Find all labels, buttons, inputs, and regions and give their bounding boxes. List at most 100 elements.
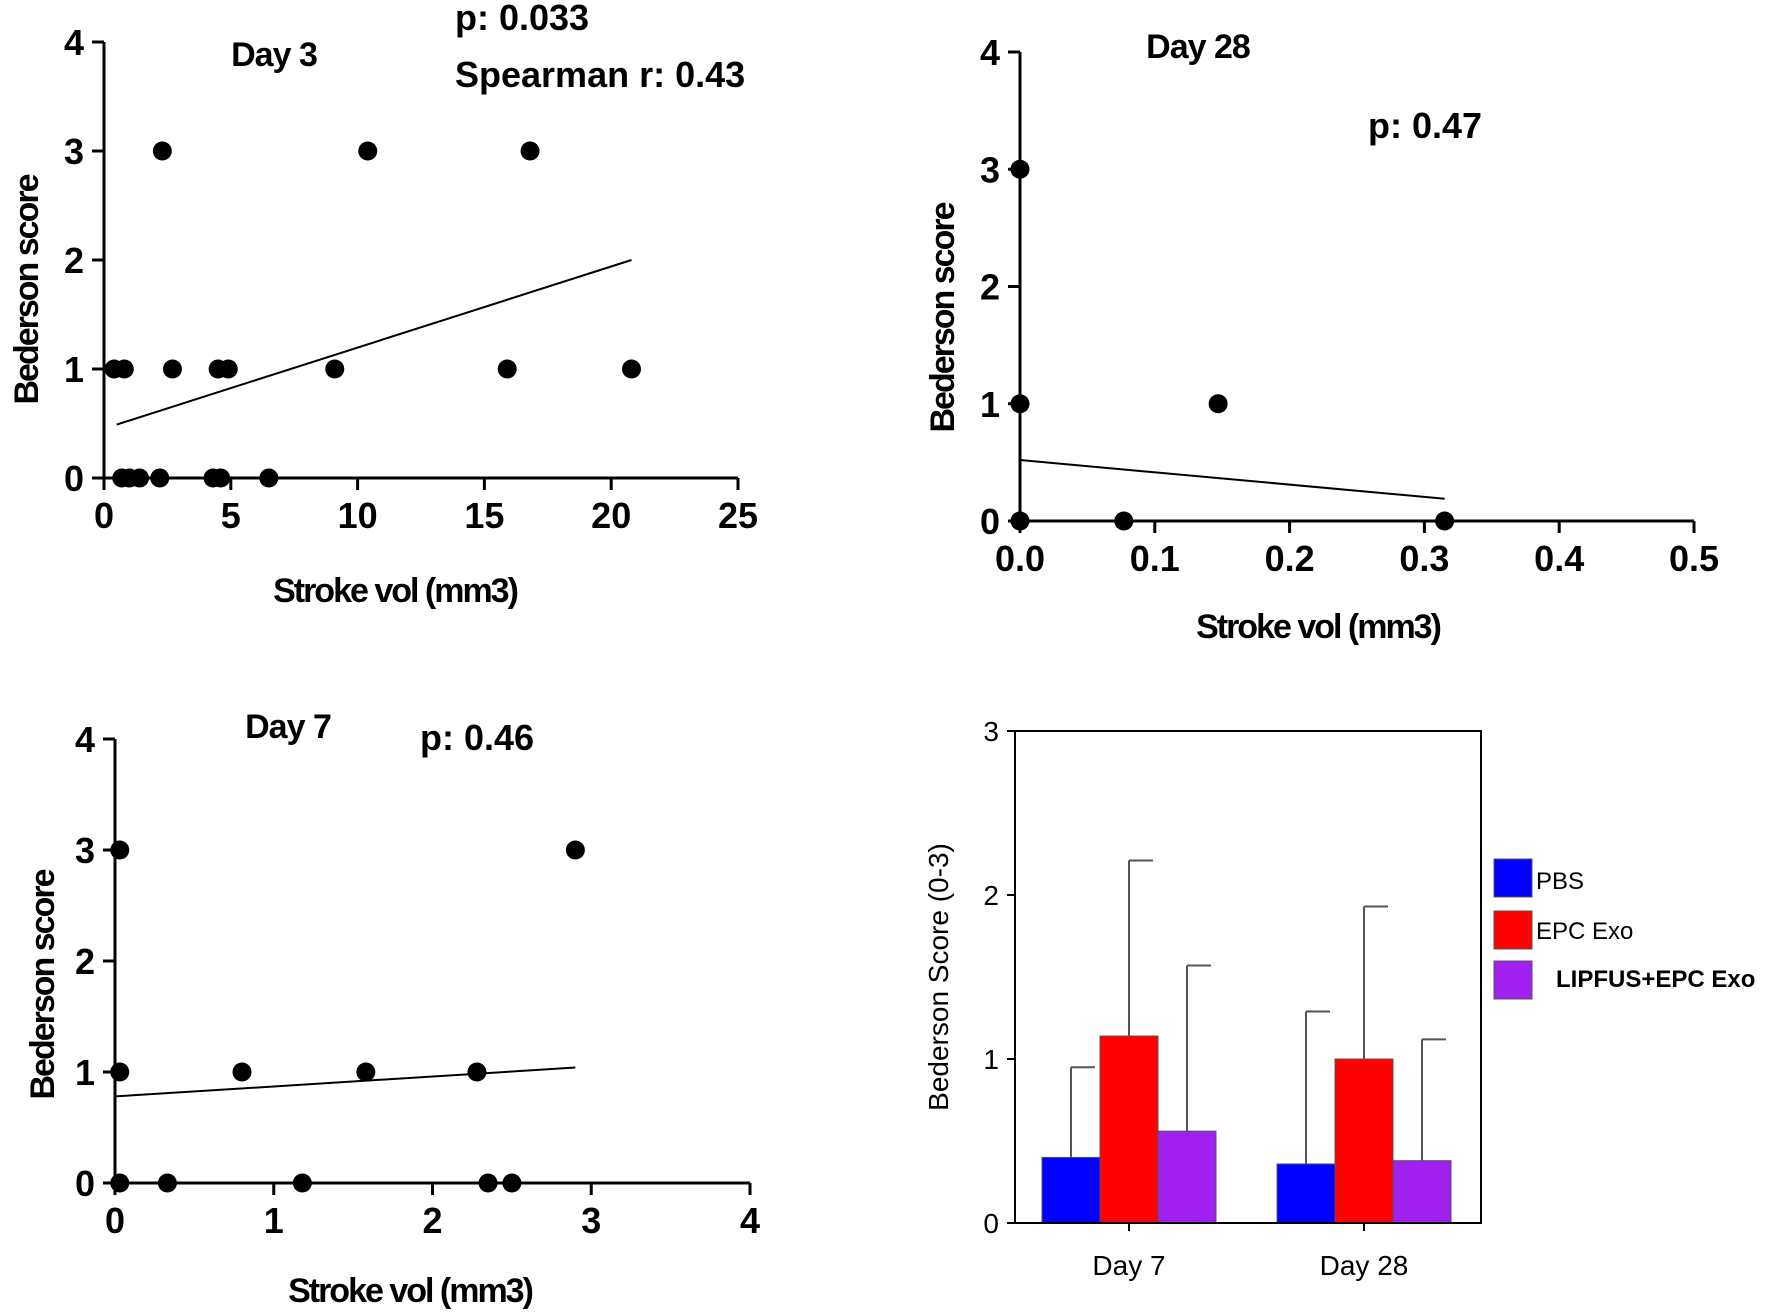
panel-summary: 0 1 2 3 Day 7 Day 28 Bederson Score (0-3) PB… xyxy=(923,716,1755,1281)
day7-x-title: Stroke vol (mm3) xyxy=(288,1272,533,1310)
day3-point-9 xyxy=(358,141,378,161)
day3-point-4 xyxy=(218,359,238,379)
day3-fit-line xyxy=(116,259,632,426)
day3-y-tick-label-3: 3 xyxy=(64,131,84,172)
day28-p-value: p: 0.47 xyxy=(1368,105,1482,146)
day3-x-tick-label-5: 25 xyxy=(718,495,758,536)
summary-bar-0-2 xyxy=(1157,1130,1217,1224)
day7-point-7 xyxy=(467,1062,487,1082)
day3-y-tick-label-0: 0 xyxy=(64,458,84,499)
day28-x-tick-label-1: 0.1 xyxy=(1130,538,1180,579)
day28-y-tick-label-2: 2 xyxy=(980,267,1000,308)
day7-x-tick-label-3: 3 xyxy=(581,1200,601,1241)
day3-title: Day 3 xyxy=(231,36,317,74)
day28-y-tick-label-4: 4 xyxy=(980,32,1000,73)
summary-bar-0-1 xyxy=(1099,1035,1159,1224)
day7-x-tick-label-1: 1 xyxy=(264,1200,284,1241)
day3-y-ticks: 0 1 2 3 4 xyxy=(64,22,104,499)
summary-bars xyxy=(1041,859,1452,1224)
day28-x-tick-label-3: 0.3 xyxy=(1399,538,1449,579)
day3-x-tick-label-4: 20 xyxy=(591,495,631,536)
day28-y-tick-label-1: 1 xyxy=(980,384,1000,425)
summary-x-tick-label-0: Day 7 xyxy=(1092,1250,1165,1281)
summary-plot-frame xyxy=(1014,730,1482,1224)
day28-fit-line xyxy=(1019,459,1445,500)
day28-y-ticks: 0 1 2 3 4 xyxy=(980,32,1020,542)
day3-p-value: p: 0.033 xyxy=(455,0,589,38)
legend-swatch-epc-exo xyxy=(1493,910,1533,950)
summary-legend: PBS EPC Exo LIPFUS+EPC Exo xyxy=(1493,858,1755,1000)
summary-bar-1-2 xyxy=(1392,1160,1452,1224)
day3-point-1 xyxy=(114,359,134,379)
panel-day7: 0 1 2 3 4 0 1 2 3 4 Day 7 p: 0.46 Stroke vol (mm… xyxy=(24,708,760,1310)
day7-y-tick-label-1: 1 xyxy=(75,1052,95,1093)
day3-y-tick-label-4: 4 xyxy=(64,22,84,63)
summary-x-ticks: Day 7 Day 28 xyxy=(1092,1223,1408,1281)
legend-label-epc-exo: EPC Exo xyxy=(1536,918,1633,945)
panel-day3: 0 5 10 15 20 25 0 1 2 3 4 Day 3 p: 0.033 Spearman… xyxy=(8,0,758,610)
day7-points xyxy=(110,840,585,1193)
day7-y-title: Bederson score xyxy=(24,869,62,1099)
summary-y-tick-label-1: 1 xyxy=(983,1044,999,1075)
day7-y-tick-label-3: 3 xyxy=(75,830,95,871)
day28-points xyxy=(1010,159,1455,531)
day3-x-title: Stroke vol (mm3) xyxy=(273,572,518,610)
day3-point-8 xyxy=(152,141,172,161)
day3-y-tick-label-2: 2 xyxy=(64,240,84,281)
day3-points xyxy=(104,141,641,488)
day3-point-6 xyxy=(497,359,517,379)
day3-y-tick-label-1: 1 xyxy=(64,349,84,390)
summary-y-tick-label-3: 3 xyxy=(983,716,999,747)
day28-x-tick-label-0: 0.0 xyxy=(995,538,1045,579)
day3-point-7 xyxy=(621,359,641,379)
legend-label-lipfus-epc-exo: LIPFUS+EPC Exo xyxy=(1556,966,1755,993)
day7-y-tick-label-4: 4 xyxy=(75,719,95,760)
day7-point-6 xyxy=(356,1062,376,1082)
day3-point-10 xyxy=(520,141,540,161)
legend-label-pbs: PBS xyxy=(1536,868,1584,895)
summary-y-tick-label-2: 2 xyxy=(983,880,999,911)
day3-x-tick-label-2: 10 xyxy=(338,495,378,536)
day3-spearman: Spearman r: 0.43 xyxy=(455,54,745,95)
day28-y-title: Bederson score xyxy=(924,202,962,432)
summary-bar-0-0 xyxy=(1041,1156,1101,1224)
day7-y-tick-label-2: 2 xyxy=(75,941,95,982)
day28-x-tick-label-2: 0.2 xyxy=(1265,538,1315,579)
summary-x-tick-label-1: Day 28 xyxy=(1320,1250,1409,1281)
day28-point-4 xyxy=(1208,394,1228,414)
day7-point-10 xyxy=(565,840,585,860)
day7-point-4 xyxy=(232,1062,252,1082)
day28-x-tick-label-5: 0.5 xyxy=(1669,538,1719,579)
day28-title: Day 28 xyxy=(1146,28,1250,66)
day7-fit-line xyxy=(114,1066,576,1098)
day28-x-title: Stroke vol (mm3) xyxy=(1196,608,1441,646)
legend-swatch-lipfus-epc-exo xyxy=(1493,960,1533,1000)
day7-x-tick-label-4: 4 xyxy=(740,1200,760,1241)
day3-y-title: Bederson score xyxy=(8,174,46,404)
summary-y-title: Bederson Score (0-3) xyxy=(923,843,954,1111)
summary-bar-1-1 xyxy=(1334,1058,1394,1224)
summary-bar-1-0 xyxy=(1276,1163,1336,1224)
day28-x-ticks: 0.0 0.1 0.2 0.3 0.4 0.5 xyxy=(995,521,1719,579)
day3-x-tick-label-1: 5 xyxy=(221,495,241,536)
summary-y-tick-label-0: 0 xyxy=(983,1208,999,1239)
day3-x-tick-label-0: 0 xyxy=(94,495,114,536)
day7-x-ticks: 0 1 2 3 4 xyxy=(105,1183,760,1241)
day3-point-2 xyxy=(162,359,182,379)
day3-x-ticks: 0 5 10 15 20 25 xyxy=(94,478,758,536)
day7-x-tick-label-0: 0 xyxy=(105,1200,125,1241)
day28-y-tick-label-0: 0 xyxy=(980,501,1000,542)
summary-y-ticks: 0 1 2 3 xyxy=(983,716,1015,1239)
day7-y-tick-label-0: 0 xyxy=(75,1163,95,1204)
day3-point-5 xyxy=(325,359,345,379)
day7-title: Day 7 xyxy=(245,708,331,746)
legend-swatch-pbs xyxy=(1493,858,1533,898)
day7-p-value: p: 0.46 xyxy=(420,717,534,758)
day3-x-tick-label-3: 15 xyxy=(464,495,504,536)
day7-y-ticks: 0 1 2 3 4 xyxy=(75,719,115,1204)
day28-x-tick-label-4: 0.4 xyxy=(1534,538,1584,579)
day7-x-tick-label-2: 2 xyxy=(422,1200,442,1241)
day28-y-tick-label-3: 3 xyxy=(980,149,1000,190)
